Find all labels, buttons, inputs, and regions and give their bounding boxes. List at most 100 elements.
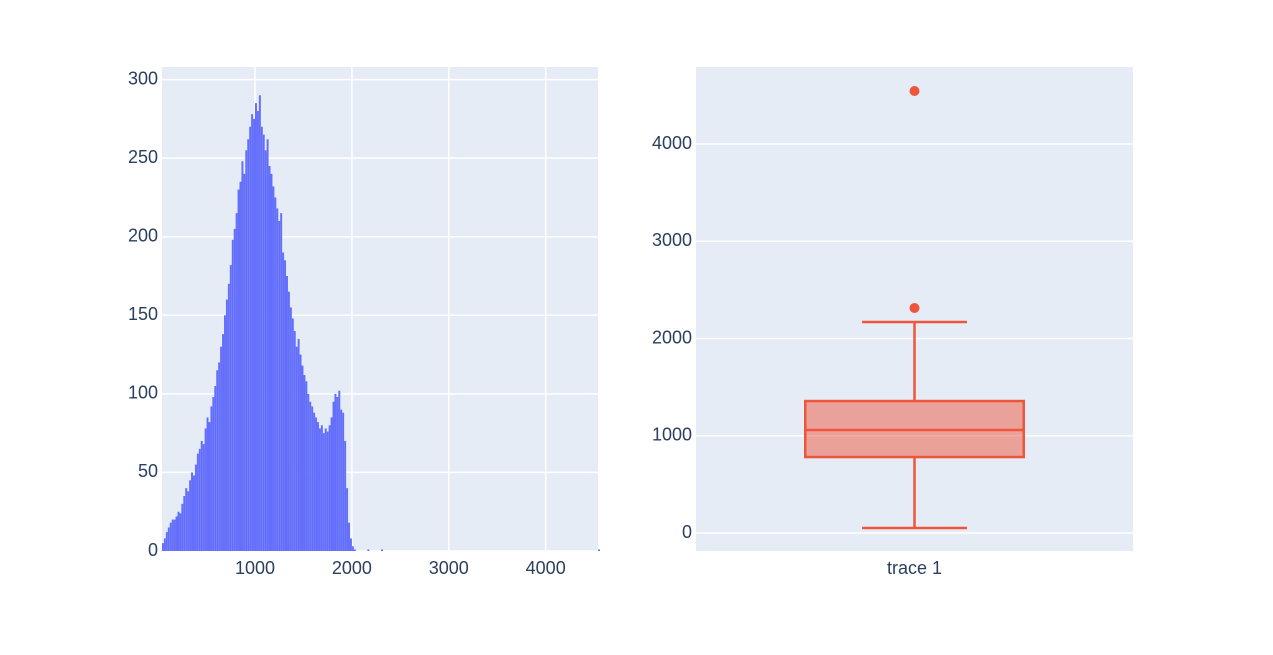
bar (299, 354, 302, 551)
bar (196, 453, 199, 551)
bar (225, 299, 228, 551)
bar (322, 433, 325, 551)
bar (194, 464, 197, 551)
bar (351, 546, 354, 551)
bar (251, 114, 254, 552)
bar (255, 103, 257, 552)
bar (181, 503, 184, 551)
bar (320, 425, 323, 551)
bar (220, 346, 223, 551)
bar (315, 417, 318, 551)
bar (349, 538, 352, 551)
bar (167, 527, 170, 551)
y-tick-label: 3000 (652, 230, 692, 250)
bar (318, 428, 321, 551)
bar (212, 397, 215, 551)
bar (239, 181, 242, 551)
bar (303, 375, 306, 551)
bar (208, 422, 211, 551)
bar (278, 221, 281, 551)
bar (169, 522, 172, 551)
bar (330, 417, 333, 551)
bar (241, 161, 244, 552)
bar (380, 549, 383, 551)
bar (218, 362, 221, 551)
bar (229, 265, 232, 551)
bar (336, 397, 339, 551)
bar (344, 441, 347, 551)
bar (297, 338, 300, 551)
y-tick-label: 150 (128, 304, 158, 324)
bar (287, 291, 290, 551)
y-tick-label: 200 (128, 225, 158, 245)
bar (274, 197, 277, 551)
bar (293, 331, 296, 551)
bar (334, 393, 337, 551)
y-tick-label: 100 (128, 383, 158, 403)
bar (206, 417, 209, 551)
bar (189, 480, 192, 551)
bar (231, 239, 234, 551)
bar (202, 444, 205, 551)
bar (233, 228, 236, 551)
bar (171, 519, 174, 551)
bar (291, 318, 294, 551)
bar (266, 139, 269, 552)
bar (200, 441, 203, 551)
bar (177, 511, 180, 551)
bar (185, 488, 188, 551)
bar (317, 422, 319, 551)
bar (216, 370, 219, 551)
bar (193, 475, 195, 551)
bar (284, 260, 287, 551)
bar (324, 428, 327, 551)
y-tick-label: 2000 (652, 327, 692, 347)
bar (338, 390, 341, 551)
bar (286, 276, 288, 551)
x-tick-label: 4000 (526, 558, 566, 578)
bar (262, 134, 265, 552)
bar (187, 491, 190, 551)
y-tick-label: 50 (138, 461, 158, 481)
bar (353, 549, 356, 551)
bar (305, 381, 308, 551)
bar (264, 150, 267, 552)
bar (235, 213, 238, 551)
bar (328, 425, 331, 551)
bar (272, 186, 275, 551)
x-tick-label: trace 1 (887, 558, 942, 578)
bar (342, 412, 345, 551)
bar (183, 496, 186, 551)
bar (258, 95, 261, 552)
bar (309, 401, 312, 551)
bar (204, 428, 207, 551)
bar (222, 334, 225, 551)
bar (173, 519, 176, 551)
bar (260, 126, 263, 551)
bar (346, 488, 349, 551)
bar (214, 386, 217, 551)
bar (301, 365, 304, 551)
bar (270, 173, 273, 551)
bar (313, 412, 316, 551)
y-tick-label: 4000 (652, 133, 692, 153)
bar (245, 150, 248, 552)
bar (326, 431, 329, 551)
bar (191, 472, 194, 551)
bar (311, 406, 314, 551)
bar (162, 543, 164, 551)
x-tick-label: 2000 (332, 558, 372, 578)
y-tick-label: 250 (128, 147, 158, 167)
y-tick-label: 300 (128, 68, 158, 88)
bar (224, 315, 226, 551)
bar (227, 283, 230, 551)
bar (237, 189, 240, 552)
x-tick-label: 3000 (429, 558, 469, 578)
bar (243, 173, 246, 551)
bar (253, 118, 256, 551)
outlier (909, 302, 920, 313)
x-tick-label: 1000 (235, 558, 275, 578)
bar (198, 448, 201, 551)
